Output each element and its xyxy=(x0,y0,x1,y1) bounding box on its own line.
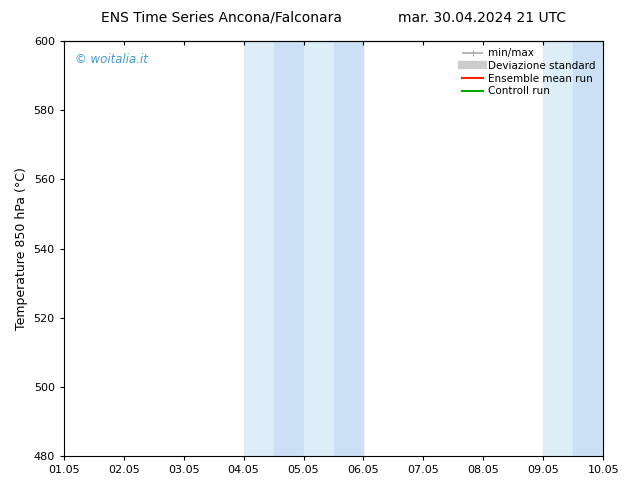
Text: ENS Time Series Ancona/Falconara: ENS Time Series Ancona/Falconara xyxy=(101,11,342,25)
Bar xyxy=(243,41,274,456)
Bar xyxy=(304,41,333,456)
Bar xyxy=(543,41,573,456)
Y-axis label: Temperature 850 hPa (°C): Temperature 850 hPa (°C) xyxy=(15,167,28,330)
Bar xyxy=(274,41,304,456)
Text: © woitalia.it: © woitalia.it xyxy=(75,53,148,67)
Legend: min/max, Deviazione standard, Ensemble mean run, Controll run: min/max, Deviazione standard, Ensemble m… xyxy=(460,46,598,98)
Text: mar. 30.04.2024 21 UTC: mar. 30.04.2024 21 UTC xyxy=(398,11,566,25)
Bar xyxy=(333,41,363,456)
Bar xyxy=(573,41,603,456)
